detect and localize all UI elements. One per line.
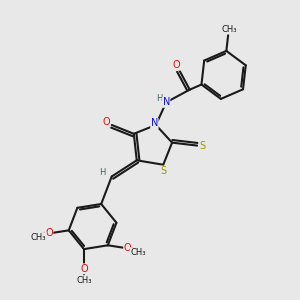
Text: CH₃: CH₃ <box>221 25 236 34</box>
Text: O: O <box>124 243 131 253</box>
Text: S: S <box>199 141 206 151</box>
Text: O: O <box>103 117 110 127</box>
Text: S: S <box>161 166 167 176</box>
Text: O: O <box>173 60 180 70</box>
Text: N: N <box>163 97 170 107</box>
Text: H: H <box>157 94 163 103</box>
Text: CH₃: CH₃ <box>76 275 92 284</box>
Text: N: N <box>151 118 158 128</box>
Text: H: H <box>99 168 106 177</box>
Text: CH₃: CH₃ <box>31 232 46 242</box>
Text: O: O <box>45 228 53 238</box>
Text: O: O <box>80 264 88 274</box>
Text: CH₃: CH₃ <box>130 248 146 256</box>
